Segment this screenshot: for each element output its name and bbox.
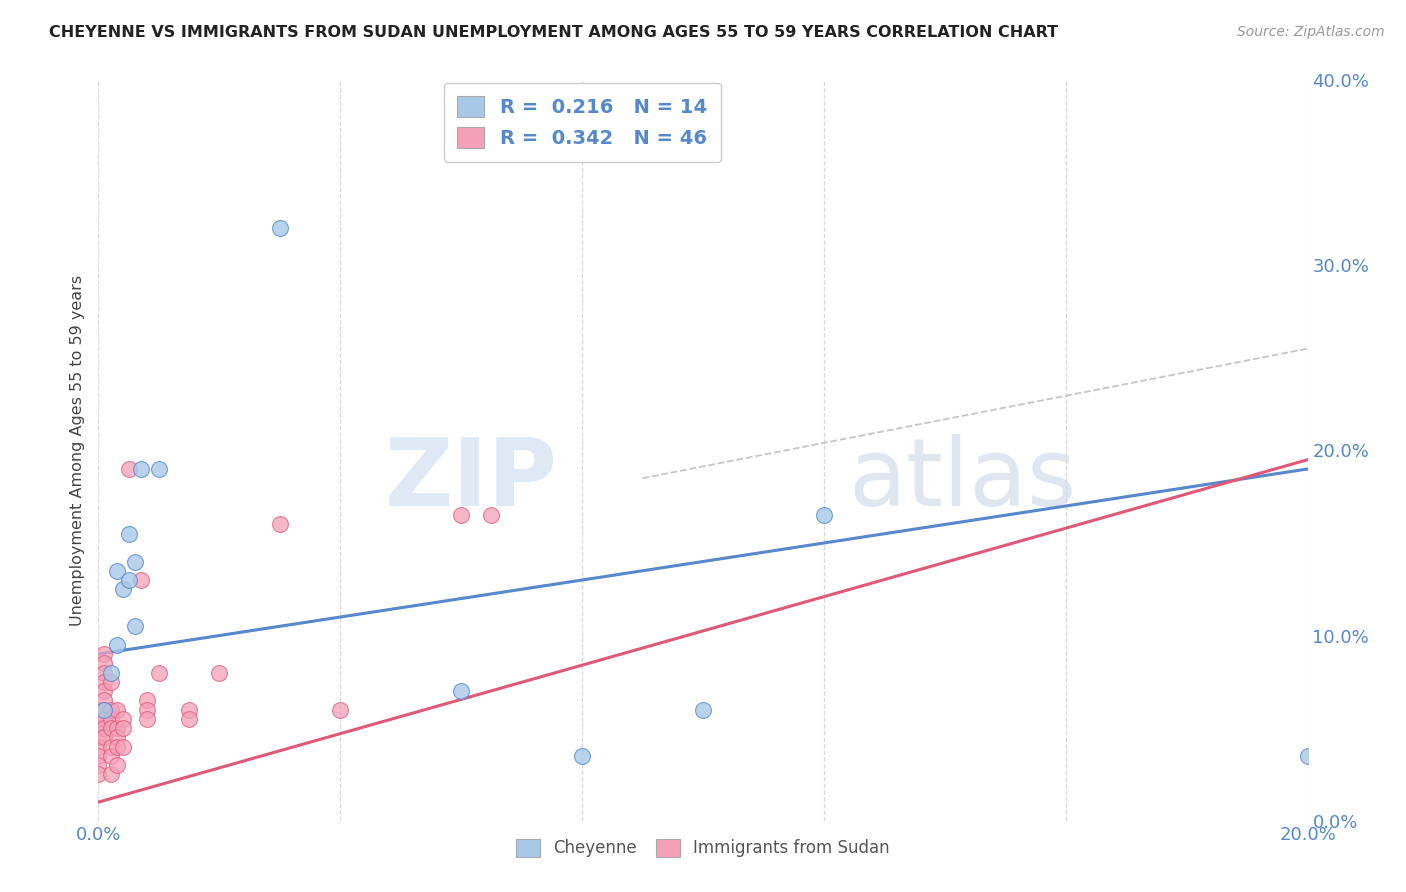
Text: atlas: atlas xyxy=(848,434,1077,526)
Point xyxy=(135,693,157,707)
Point xyxy=(105,564,128,578)
Point xyxy=(450,684,472,698)
Point xyxy=(100,739,122,754)
Point xyxy=(93,721,115,735)
Point xyxy=(118,573,141,587)
Point xyxy=(93,684,115,698)
Point xyxy=(87,731,110,745)
Point xyxy=(129,573,152,587)
Point xyxy=(118,462,141,476)
Point xyxy=(1296,748,1319,763)
Point xyxy=(111,721,134,735)
Point xyxy=(93,712,115,726)
Point xyxy=(481,508,503,523)
Text: ZIP: ZIP xyxy=(385,434,558,526)
Point xyxy=(100,748,122,763)
Point xyxy=(692,703,714,717)
Point xyxy=(100,703,122,717)
Point xyxy=(208,665,231,680)
Point xyxy=(105,731,128,745)
Point xyxy=(87,758,110,772)
Point xyxy=(329,703,352,717)
Point xyxy=(179,703,201,717)
Point xyxy=(93,657,115,671)
Point xyxy=(269,517,291,532)
Point xyxy=(87,712,110,726)
Point xyxy=(87,767,110,781)
Point xyxy=(148,665,170,680)
Point xyxy=(105,739,128,754)
Point xyxy=(100,674,122,689)
Point xyxy=(571,748,593,763)
Point xyxy=(111,582,134,597)
Point xyxy=(87,739,110,754)
Point xyxy=(100,712,122,726)
Text: CHEYENNE VS IMMIGRANTS FROM SUDAN UNEMPLOYMENT AMONG AGES 55 TO 59 YEARS CORRELA: CHEYENNE VS IMMIGRANTS FROM SUDAN UNEMPL… xyxy=(49,25,1059,40)
Point xyxy=(124,619,146,633)
Point xyxy=(105,758,128,772)
Point xyxy=(148,462,170,476)
Point xyxy=(100,767,122,781)
Point xyxy=(87,748,110,763)
Point xyxy=(93,665,115,680)
Point xyxy=(111,739,134,754)
Point xyxy=(100,665,122,680)
Point xyxy=(111,712,134,726)
Point xyxy=(93,731,115,745)
Point xyxy=(813,508,835,523)
Point xyxy=(93,647,115,661)
Point xyxy=(124,554,146,569)
Point xyxy=(87,703,110,717)
Point xyxy=(118,526,141,541)
Point xyxy=(135,703,157,717)
Text: Source: ZipAtlas.com: Source: ZipAtlas.com xyxy=(1237,25,1385,39)
Point xyxy=(105,703,128,717)
Point xyxy=(93,693,115,707)
Point xyxy=(269,221,291,235)
Point xyxy=(179,712,201,726)
Point xyxy=(93,703,115,717)
Point xyxy=(100,721,122,735)
Legend: Cheyenne, Immigrants from Sudan: Cheyenne, Immigrants from Sudan xyxy=(509,832,897,864)
Point xyxy=(105,721,128,735)
Point xyxy=(87,721,110,735)
Point xyxy=(93,703,115,717)
Y-axis label: Unemployment Among Ages 55 to 59 years: Unemployment Among Ages 55 to 59 years xyxy=(69,275,84,626)
Point xyxy=(135,712,157,726)
Point xyxy=(93,674,115,689)
Point xyxy=(450,508,472,523)
Point xyxy=(105,638,128,652)
Point xyxy=(129,462,152,476)
